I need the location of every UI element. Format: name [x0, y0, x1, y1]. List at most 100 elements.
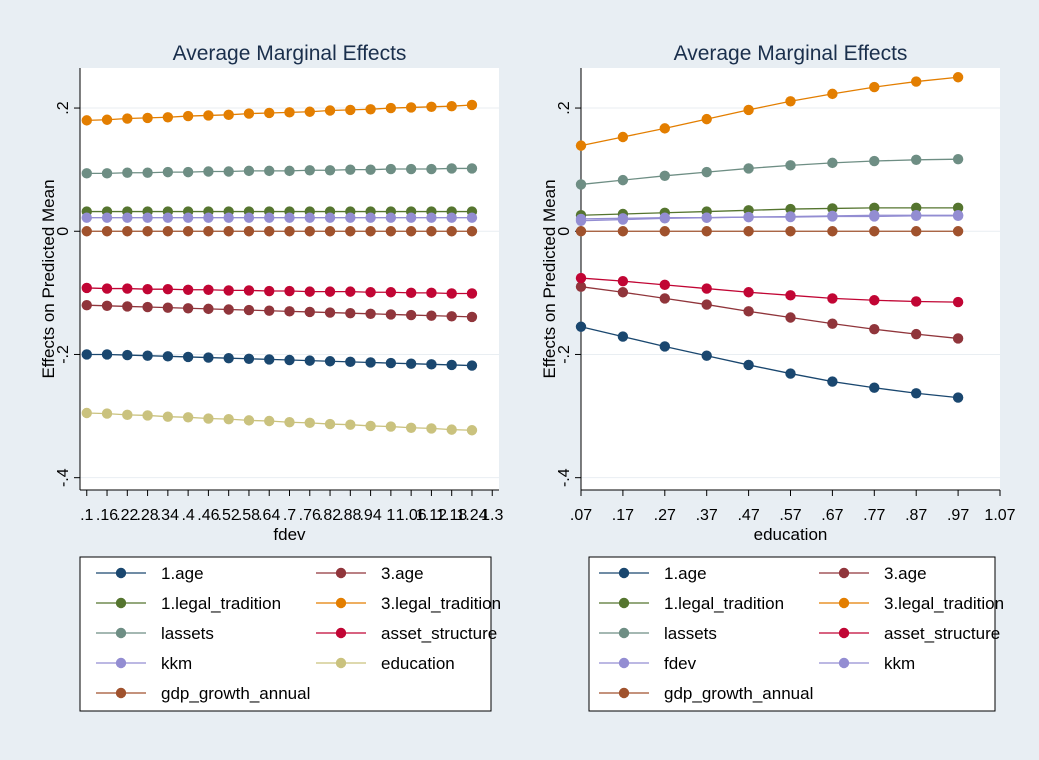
y-tick-label: -.2 — [55, 345, 72, 364]
data-point — [162, 112, 174, 123]
data-point — [122, 113, 133, 124]
x-tick-label: .22 — [116, 507, 138, 524]
series-1-age — [575, 321, 964, 403]
data-point — [446, 163, 457, 174]
data-point — [182, 226, 194, 237]
y-axis-label: Effects on Predicted Mean — [540, 179, 559, 378]
data-point — [701, 212, 712, 223]
data-point — [446, 226, 457, 237]
data-point — [952, 392, 964, 403]
data-point — [575, 215, 587, 226]
data-point — [617, 287, 629, 298]
data-point — [182, 212, 194, 223]
data-point — [952, 210, 964, 221]
legend-label: 3.legal_tradition — [884, 594, 1004, 613]
data-point — [405, 287, 417, 299]
data-point — [122, 409, 133, 421]
legend-marker — [115, 627, 127, 639]
series-1-age — [81, 349, 478, 371]
data-point — [785, 96, 796, 107]
data-point — [182, 284, 194, 295]
data-point — [365, 226, 376, 237]
data-point — [203, 226, 214, 237]
data-point — [182, 166, 194, 178]
data-point — [142, 350, 153, 361]
legend-marker — [838, 597, 850, 609]
data-point — [575, 140, 587, 151]
data-point — [101, 212, 113, 223]
data-point — [203, 110, 214, 121]
data-point — [743, 226, 754, 237]
data-point — [284, 354, 295, 366]
x-tick-label: .94 — [359, 507, 381, 524]
data-point — [243, 212, 255, 223]
x-tick-label: .7 — [283, 507, 296, 524]
data-point — [785, 211, 796, 222]
data-point — [426, 212, 437, 223]
legend-label: 3.legal_tradition — [381, 594, 501, 613]
data-point — [911, 210, 922, 221]
data-point — [385, 287, 397, 298]
data-point — [446, 359, 457, 371]
data-point — [284, 226, 295, 237]
legend-label: 1.legal_tradition — [664, 594, 784, 613]
data-point — [659, 213, 670, 224]
series-3-age — [575, 281, 964, 344]
data-point — [869, 155, 880, 167]
legend-label: fdev — [664, 654, 697, 673]
legend-box — [79, 556, 492, 712]
data-point — [81, 226, 92, 237]
data-point — [617, 214, 629, 225]
legend-item-3-age: 3.age — [819, 564, 927, 583]
data-point — [659, 123, 670, 134]
series-lassets — [81, 163, 478, 179]
data-point — [659, 341, 670, 352]
data-point — [284, 285, 295, 297]
series-kkm — [81, 212, 478, 223]
legend-marker — [115, 567, 127, 579]
legend-item-kkm: kkm — [96, 654, 192, 673]
data-point — [122, 301, 133, 312]
data-point — [701, 299, 712, 310]
x-tick-label: .1 — [80, 507, 93, 524]
data-point — [365, 420, 376, 432]
data-point — [324, 212, 336, 223]
legend-item-1-age: 1.age — [599, 564, 707, 583]
data-point — [785, 160, 796, 171]
data-point — [223, 226, 234, 237]
data-point — [617, 174, 629, 186]
data-point — [405, 163, 417, 175]
legend-marker — [618, 597, 630, 609]
data-point — [101, 114, 113, 125]
data-point — [122, 212, 133, 223]
legend-item-3-legal-tradition: 3.legal_tradition — [819, 594, 1004, 613]
data-point — [203, 352, 214, 363]
x-tick-label: 1.24 — [456, 507, 487, 524]
data-point — [385, 309, 397, 320]
series-line-3-legal-tradition — [580, 76, 959, 147]
data-point — [466, 163, 478, 174]
data-point — [324, 105, 336, 116]
data-point — [426, 226, 437, 237]
data-point — [869, 202, 880, 214]
data-point — [243, 304, 255, 316]
data-point — [701, 350, 712, 361]
data-point — [701, 226, 712, 237]
data-point — [446, 311, 457, 322]
legend-label: 1.age — [161, 564, 204, 583]
x-tick-label: 1.07 — [984, 507, 1015, 524]
data-point — [304, 106, 315, 117]
data-point — [426, 101, 437, 113]
legend-item-gdp-growth-annual: gdp_growth_annual — [599, 684, 813, 703]
data-point — [617, 331, 629, 342]
data-point — [284, 107, 295, 118]
x-tick-label: .17 — [612, 507, 634, 524]
data-point — [243, 285, 255, 296]
data-point — [952, 333, 964, 344]
data-point — [869, 324, 880, 335]
data-point — [101, 349, 113, 360]
legend-item-1-legal-tradition: 1.legal_tradition — [96, 594, 281, 613]
data-point — [827, 157, 838, 169]
legend-item-3-legal-tradition: 3.legal_tradition — [316, 594, 501, 613]
data-point — [81, 212, 92, 223]
